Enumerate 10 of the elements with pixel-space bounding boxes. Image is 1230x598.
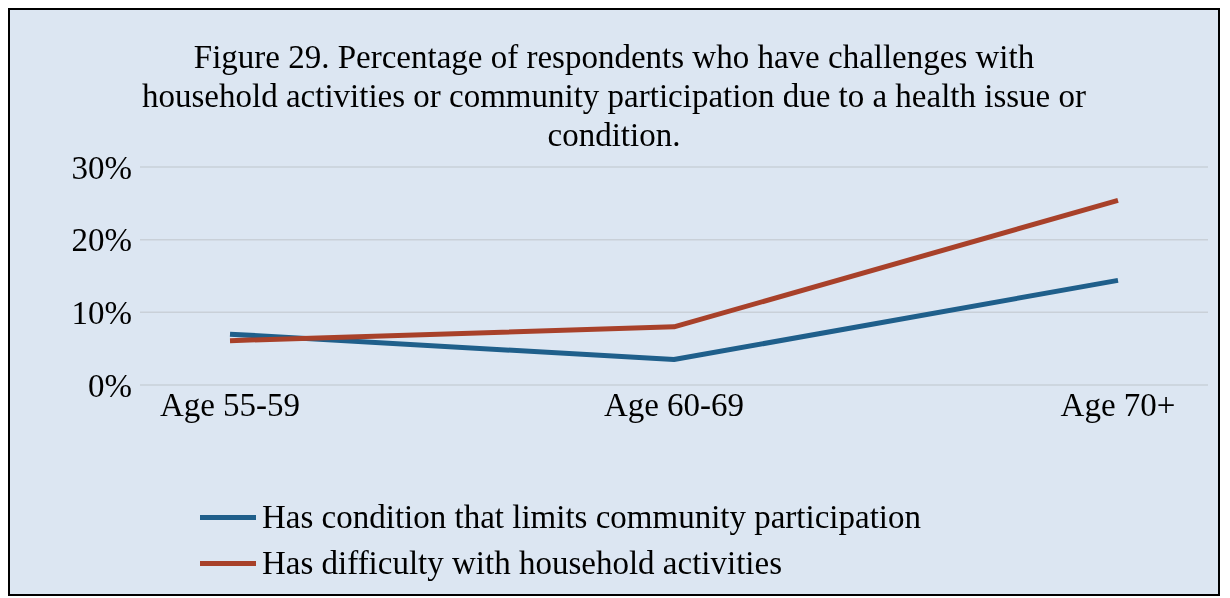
y-tick-label: 10%: [71, 295, 132, 332]
y-tick-label: 0%: [88, 367, 132, 404]
x-tick-label: Age 70+: [1060, 387, 1176, 424]
y-tick-label: 30%: [71, 149, 132, 186]
legend-label: Has condition that limits community participation: [262, 498, 921, 537]
y-tick-label: 20%: [71, 222, 132, 259]
x-tick-label: Age 55-59: [159, 387, 301, 424]
x-tick-label: Age 60-69: [603, 387, 745, 424]
legend-label: Has difficulty with household activities: [262, 544, 782, 583]
chart-title: Figure 29. Percentage of respondents who have challenges with household activities or community participation due to a health issue or condition.: [141, 38, 1087, 155]
